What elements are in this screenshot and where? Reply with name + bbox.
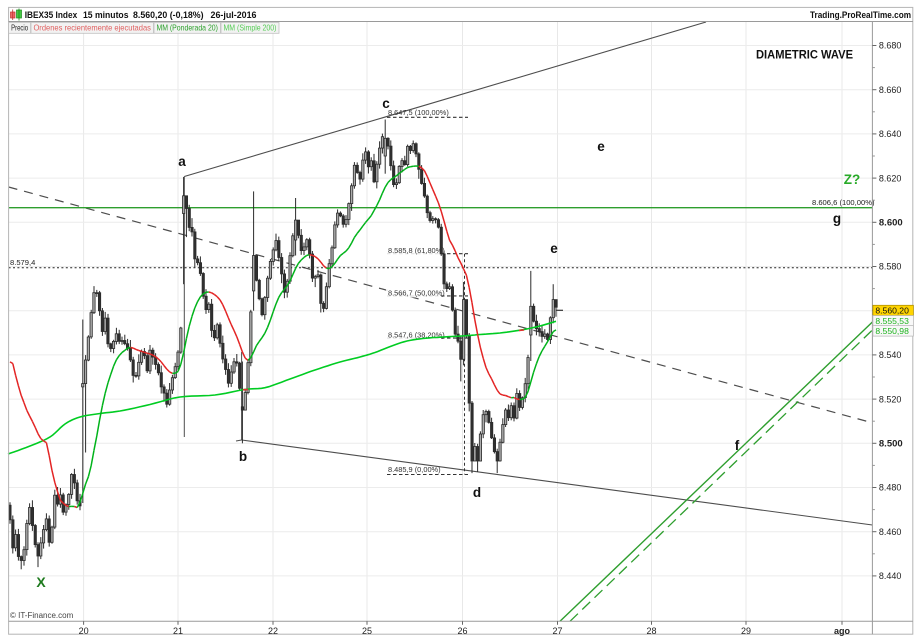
svg-text:g: g: [833, 211, 841, 226]
svg-text:8.555,53: 8.555,53: [875, 316, 909, 326]
svg-text:IBEX35 Index: IBEX35 Index: [25, 10, 77, 20]
svg-text:8.560,20 (-0,18%): 8.560,20 (-0,18%): [133, 10, 204, 20]
svg-text:Precio: Precio: [11, 24, 28, 33]
svg-text:DIAMETRIC WAVE: DIAMETRIC WAVE: [756, 50, 853, 62]
svg-text:27: 27: [552, 626, 562, 636]
svg-text:8.550,98: 8.550,98: [875, 326, 909, 336]
svg-text:8.440: 8.440: [879, 571, 902, 581]
svg-text:8.585,8 (61,80%): 8.585,8 (61,80%): [388, 246, 445, 255]
svg-text:8.560,20: 8.560,20: [875, 306, 909, 316]
svg-text:8.500: 8.500: [879, 439, 903, 450]
svg-text:8.580: 8.580: [879, 262, 902, 272]
svg-text:8.620: 8.620: [879, 173, 902, 183]
svg-text:8.485,9 (0,00%): 8.485,9 (0,00%): [388, 465, 441, 474]
svg-text:ago: ago: [834, 626, 851, 636]
svg-text:8.540: 8.540: [879, 350, 902, 360]
svg-text:8.606,6 (100,00%): 8.606,6 (100,00%): [812, 198, 875, 207]
svg-text:8.640: 8.640: [879, 129, 902, 139]
svg-text:Z?: Z?: [844, 172, 861, 187]
svg-text:8.579,4: 8.579,4: [10, 258, 35, 267]
svg-text:8.647,5 (100,00%): 8.647,5 (100,00%): [388, 108, 449, 117]
svg-text:26-jul-2016: 26-jul-2016: [211, 10, 257, 20]
svg-text:Ordenes recientemente ejecutad: Ordenes recientemente ejecutadas: [33, 24, 151, 33]
svg-text:8.566,7 (50,00%): 8.566,7 (50,00%): [388, 288, 445, 297]
svg-text:Trading.ProRealTime.com: Trading.ProRealTime.com: [810, 10, 911, 20]
svg-text:8.520: 8.520: [879, 394, 902, 404]
svg-text:22: 22: [268, 626, 278, 636]
svg-text:26: 26: [457, 626, 467, 636]
svg-text:8.547,6 (38,20%): 8.547,6 (38,20%): [388, 331, 445, 340]
svg-text:20: 20: [79, 626, 89, 636]
svg-text:© IT-Finance.com: © IT-Finance.com: [10, 611, 74, 620]
svg-text:8.480: 8.480: [879, 483, 902, 493]
svg-text:MM (Simple 200): MM (Simple 200): [224, 24, 277, 33]
svg-text:25: 25: [362, 626, 372, 636]
svg-text:29: 29: [741, 626, 751, 636]
svg-text:8.460: 8.460: [879, 527, 902, 537]
svg-text:8.600: 8.600: [879, 218, 903, 229]
svg-text:15 minutos: 15 minutos: [83, 10, 129, 20]
svg-text:28: 28: [646, 626, 656, 636]
svg-text:e: e: [597, 139, 605, 154]
svg-text:c: c: [382, 96, 390, 111]
svg-text:b: b: [239, 449, 247, 464]
svg-text:8.660: 8.660: [879, 85, 902, 95]
svg-text:X: X: [36, 574, 46, 590]
svg-text:8.680: 8.680: [879, 41, 902, 51]
svg-text:e: e: [550, 241, 558, 256]
svg-text:21: 21: [173, 626, 183, 636]
svg-text:d: d: [473, 485, 481, 500]
svg-text:f: f: [735, 438, 740, 453]
svg-text:a: a: [178, 154, 186, 169]
svg-text:MM (Ponderada 20): MM (Ponderada 20): [156, 24, 218, 33]
